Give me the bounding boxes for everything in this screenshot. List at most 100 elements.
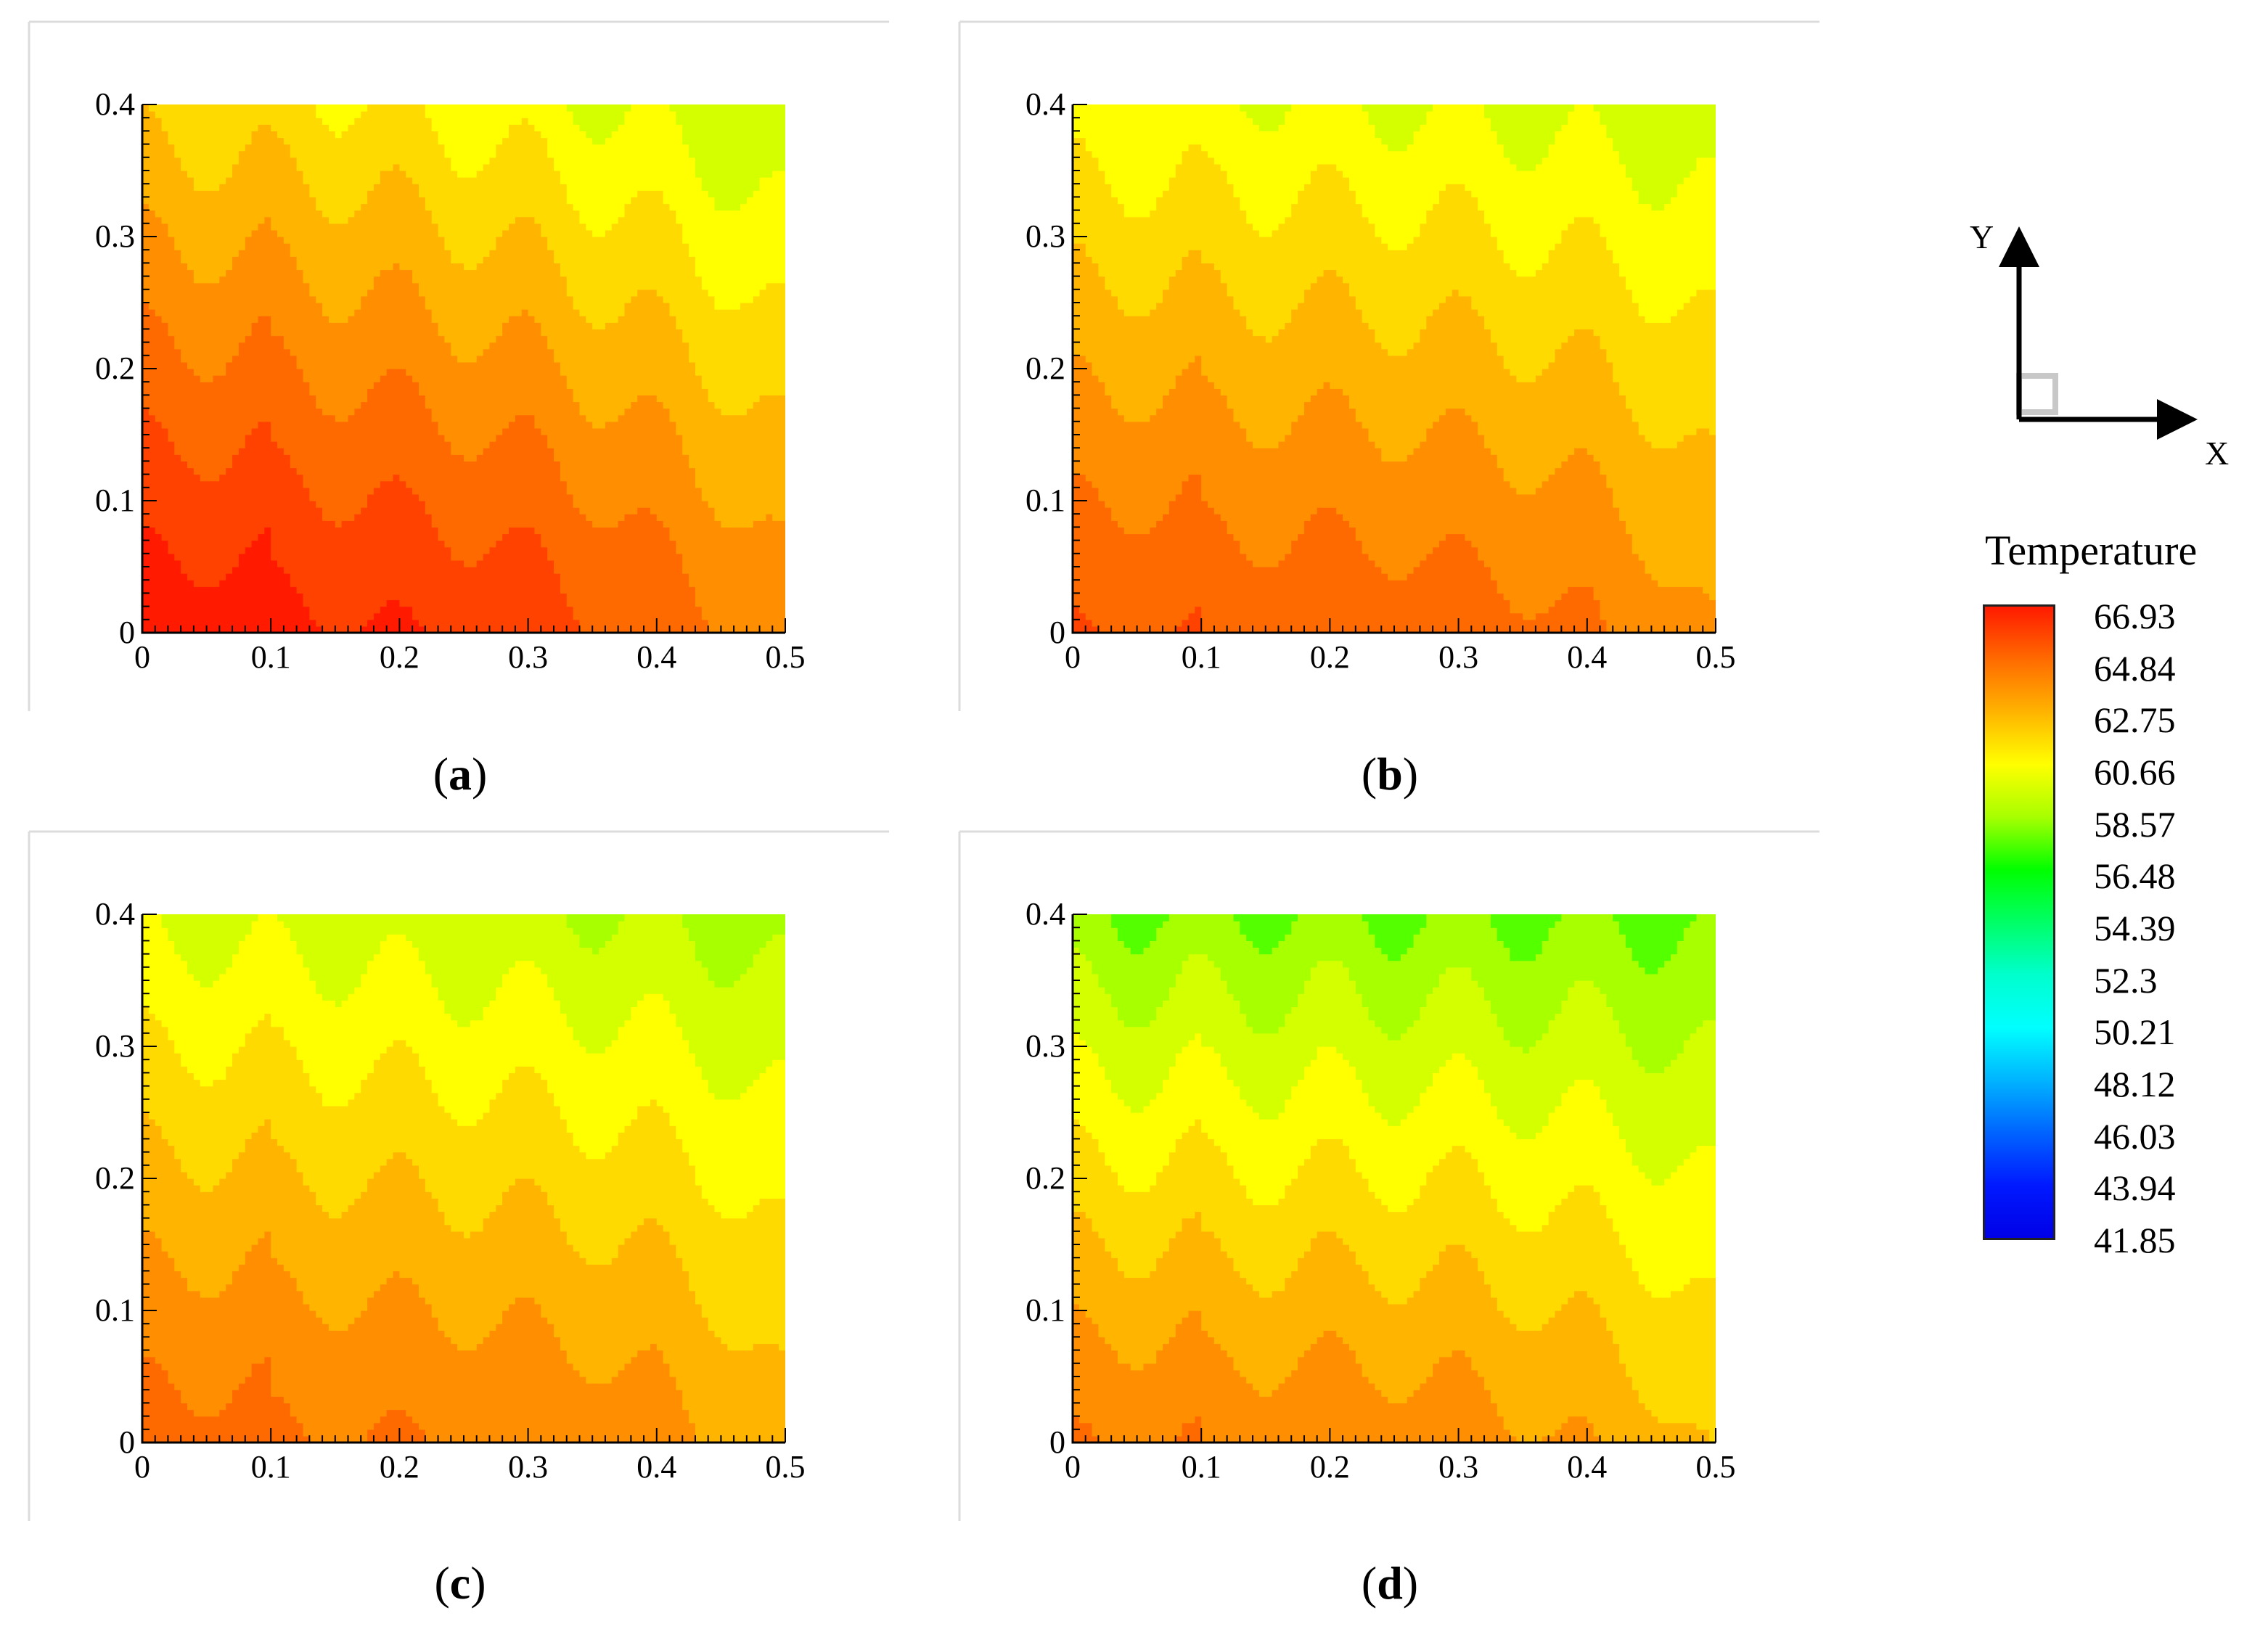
contour-cell — [341, 593, 349, 601]
contour-cell — [438, 163, 446, 171]
contour-cell — [431, 144, 439, 152]
contour-cell — [502, 375, 509, 382]
contour-cell — [219, 546, 226, 554]
contour-cell — [418, 263, 426, 271]
contour-cell — [309, 501, 316, 508]
contour-cell — [187, 421, 195, 429]
contour-cell — [245, 421, 253, 429]
contour-cell — [271, 567, 278, 574]
contour-cell — [406, 421, 413, 429]
contour-cell — [348, 137, 355, 145]
contour-cell — [226, 131, 233, 139]
contour-cell — [283, 322, 291, 329]
contour-cell — [348, 493, 355, 501]
contour-cell — [457, 216, 464, 224]
contour-cell — [457, 329, 464, 337]
contour-cell — [476, 454, 484, 461]
contour-cell — [142, 150, 150, 158]
contour-cell — [328, 573, 336, 580]
contour-cell — [168, 493, 175, 501]
contour-cell — [296, 322, 304, 329]
contour-cell — [534, 157, 541, 165]
contour-cell — [296, 501, 304, 508]
contour-cell — [399, 163, 406, 171]
contour-cell — [296, 408, 304, 416]
contour-cell — [406, 322, 413, 329]
contour-cell — [264, 342, 271, 350]
contour-cell — [335, 203, 343, 211]
contour-cell — [168, 448, 175, 455]
contour-cell — [155, 190, 163, 197]
contour-cell — [528, 111, 536, 118]
contour-cell — [161, 184, 169, 191]
contour-cell — [200, 520, 208, 528]
contour-cell — [386, 514, 394, 521]
contour-cell — [303, 335, 310, 343]
contour-cell — [142, 144, 150, 152]
contour-cell — [509, 276, 516, 284]
contour-cell — [438, 467, 446, 475]
contour-cell — [219, 567, 226, 574]
contour-cell — [142, 427, 150, 435]
contour-cell — [496, 276, 503, 284]
contour-cell — [213, 203, 220, 211]
contour-cell — [142, 559, 150, 567]
contour-cell — [373, 507, 381, 514]
contour-cell — [361, 421, 368, 429]
contour-cell — [451, 427, 458, 435]
contour-cell — [232, 401, 240, 409]
contour-cell — [528, 295, 536, 303]
contour-cell — [303, 414, 310, 422]
contour-cell — [226, 335, 233, 343]
contour-cell — [290, 118, 298, 125]
contour-cell — [200, 316, 208, 323]
contour-cell — [393, 150, 400, 158]
contour-cell — [451, 276, 458, 284]
contour-cell — [168, 540, 175, 548]
contour-cell — [406, 163, 413, 171]
contour-cell — [219, 263, 226, 271]
contour-cell — [258, 493, 265, 501]
contour-cell — [399, 171, 406, 178]
contour-cell — [509, 599, 516, 607]
contour-cell — [393, 348, 400, 356]
contour-cell — [444, 309, 451, 316]
contour-cell — [148, 414, 156, 422]
contour-cell — [316, 237, 323, 244]
contour-cell — [348, 177, 355, 184]
contour-cell — [367, 256, 374, 263]
contour-cell — [174, 619, 181, 627]
contour-cell — [476, 243, 484, 250]
contour-cell — [258, 111, 265, 118]
contour-cell — [271, 137, 278, 145]
contour-cell — [309, 414, 316, 422]
contour-cell — [418, 553, 426, 561]
contour-cell — [226, 421, 233, 429]
contour-cell — [335, 229, 343, 237]
contour-cell — [354, 540, 361, 548]
contour-cell — [271, 190, 278, 197]
contour-cell — [168, 593, 175, 601]
contour-cell — [309, 514, 316, 521]
contour-cell — [534, 599, 541, 607]
contour-cell — [264, 289, 271, 297]
contour-cell — [412, 454, 419, 461]
contour-cell — [515, 210, 523, 218]
contour-cell — [142, 388, 150, 395]
contour-cell — [148, 467, 156, 475]
contour-cell — [309, 586, 316, 594]
contour-cell — [373, 276, 381, 284]
contour-cell — [290, 348, 298, 356]
contour-cell — [290, 414, 298, 422]
contour-cell — [457, 322, 464, 329]
contour-cell — [515, 606, 523, 614]
contour-cell — [380, 625, 388, 633]
contour-cell — [373, 329, 381, 337]
contour-cell — [142, 111, 150, 118]
contour-cell — [219, 487, 226, 495]
contour-cell — [406, 263, 413, 271]
contour-cell — [341, 599, 349, 607]
contour-cell — [534, 454, 541, 461]
contour-cell — [258, 243, 265, 250]
contour-cell — [425, 348, 433, 356]
